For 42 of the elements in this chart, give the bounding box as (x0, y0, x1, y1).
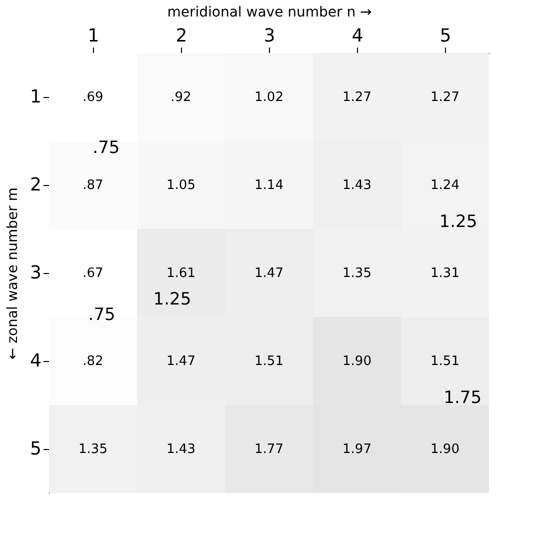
annotation: 1.75 (444, 388, 482, 408)
data-label: 1.47 (254, 266, 284, 281)
data-label: 1.05 (166, 178, 196, 193)
data-label: .82 (82, 354, 104, 369)
data-label: 1.14 (254, 178, 284, 193)
data-label: 1.35 (342, 266, 372, 281)
data-label: 1.51 (430, 354, 460, 369)
data-label: 1.61 (166, 266, 196, 281)
x-axis-title: meridional wave number n → (167, 4, 372, 20)
annotation: .75 (92, 138, 120, 158)
annotation: .75 (88, 305, 116, 326)
x-tick-label: 4 (352, 26, 364, 46)
y-tick-label: 1 (30, 86, 42, 108)
annotation: 1.25 (153, 289, 192, 310)
data-label: .87 (82, 178, 104, 193)
data-label: 1.43 (342, 178, 372, 193)
data-label: .69 (82, 90, 104, 105)
x-tick-label: 3 (264, 26, 276, 46)
y-tick-label: 5 (30, 438, 42, 460)
data-label: 1.27 (430, 90, 460, 105)
data-label: 1.97 (342, 442, 372, 457)
data-label: 1.77 (254, 442, 284, 457)
y-axis-title: ← zonal wave number m (5, 188, 22, 360)
y-tick-label: 3 (30, 262, 42, 284)
y-tick-label: 2 (30, 174, 42, 196)
y-tick-label: 4 (30, 350, 42, 372)
data-label: .92 (170, 90, 192, 105)
data-label: 1.35 (78, 442, 108, 457)
data-label: 1.27 (342, 90, 372, 105)
x-tick-label: 1 (88, 26, 100, 46)
data-label: 1.90 (430, 442, 460, 457)
x-tick-label: 5 (440, 26, 452, 46)
data-label: 1.47 (166, 354, 196, 369)
data-label: 1.43 (166, 442, 196, 457)
x-tick-label: 2 (176, 26, 188, 46)
data-label: 1.02 (254, 90, 284, 105)
data-label: 1.31 (430, 266, 460, 281)
data-label: 1.24 (430, 178, 460, 193)
annotation: 1.25 (439, 212, 478, 232)
data-label: 1.51 (254, 354, 284, 369)
data-label: 1.90 (342, 354, 372, 369)
data-label: .67 (82, 266, 104, 281)
